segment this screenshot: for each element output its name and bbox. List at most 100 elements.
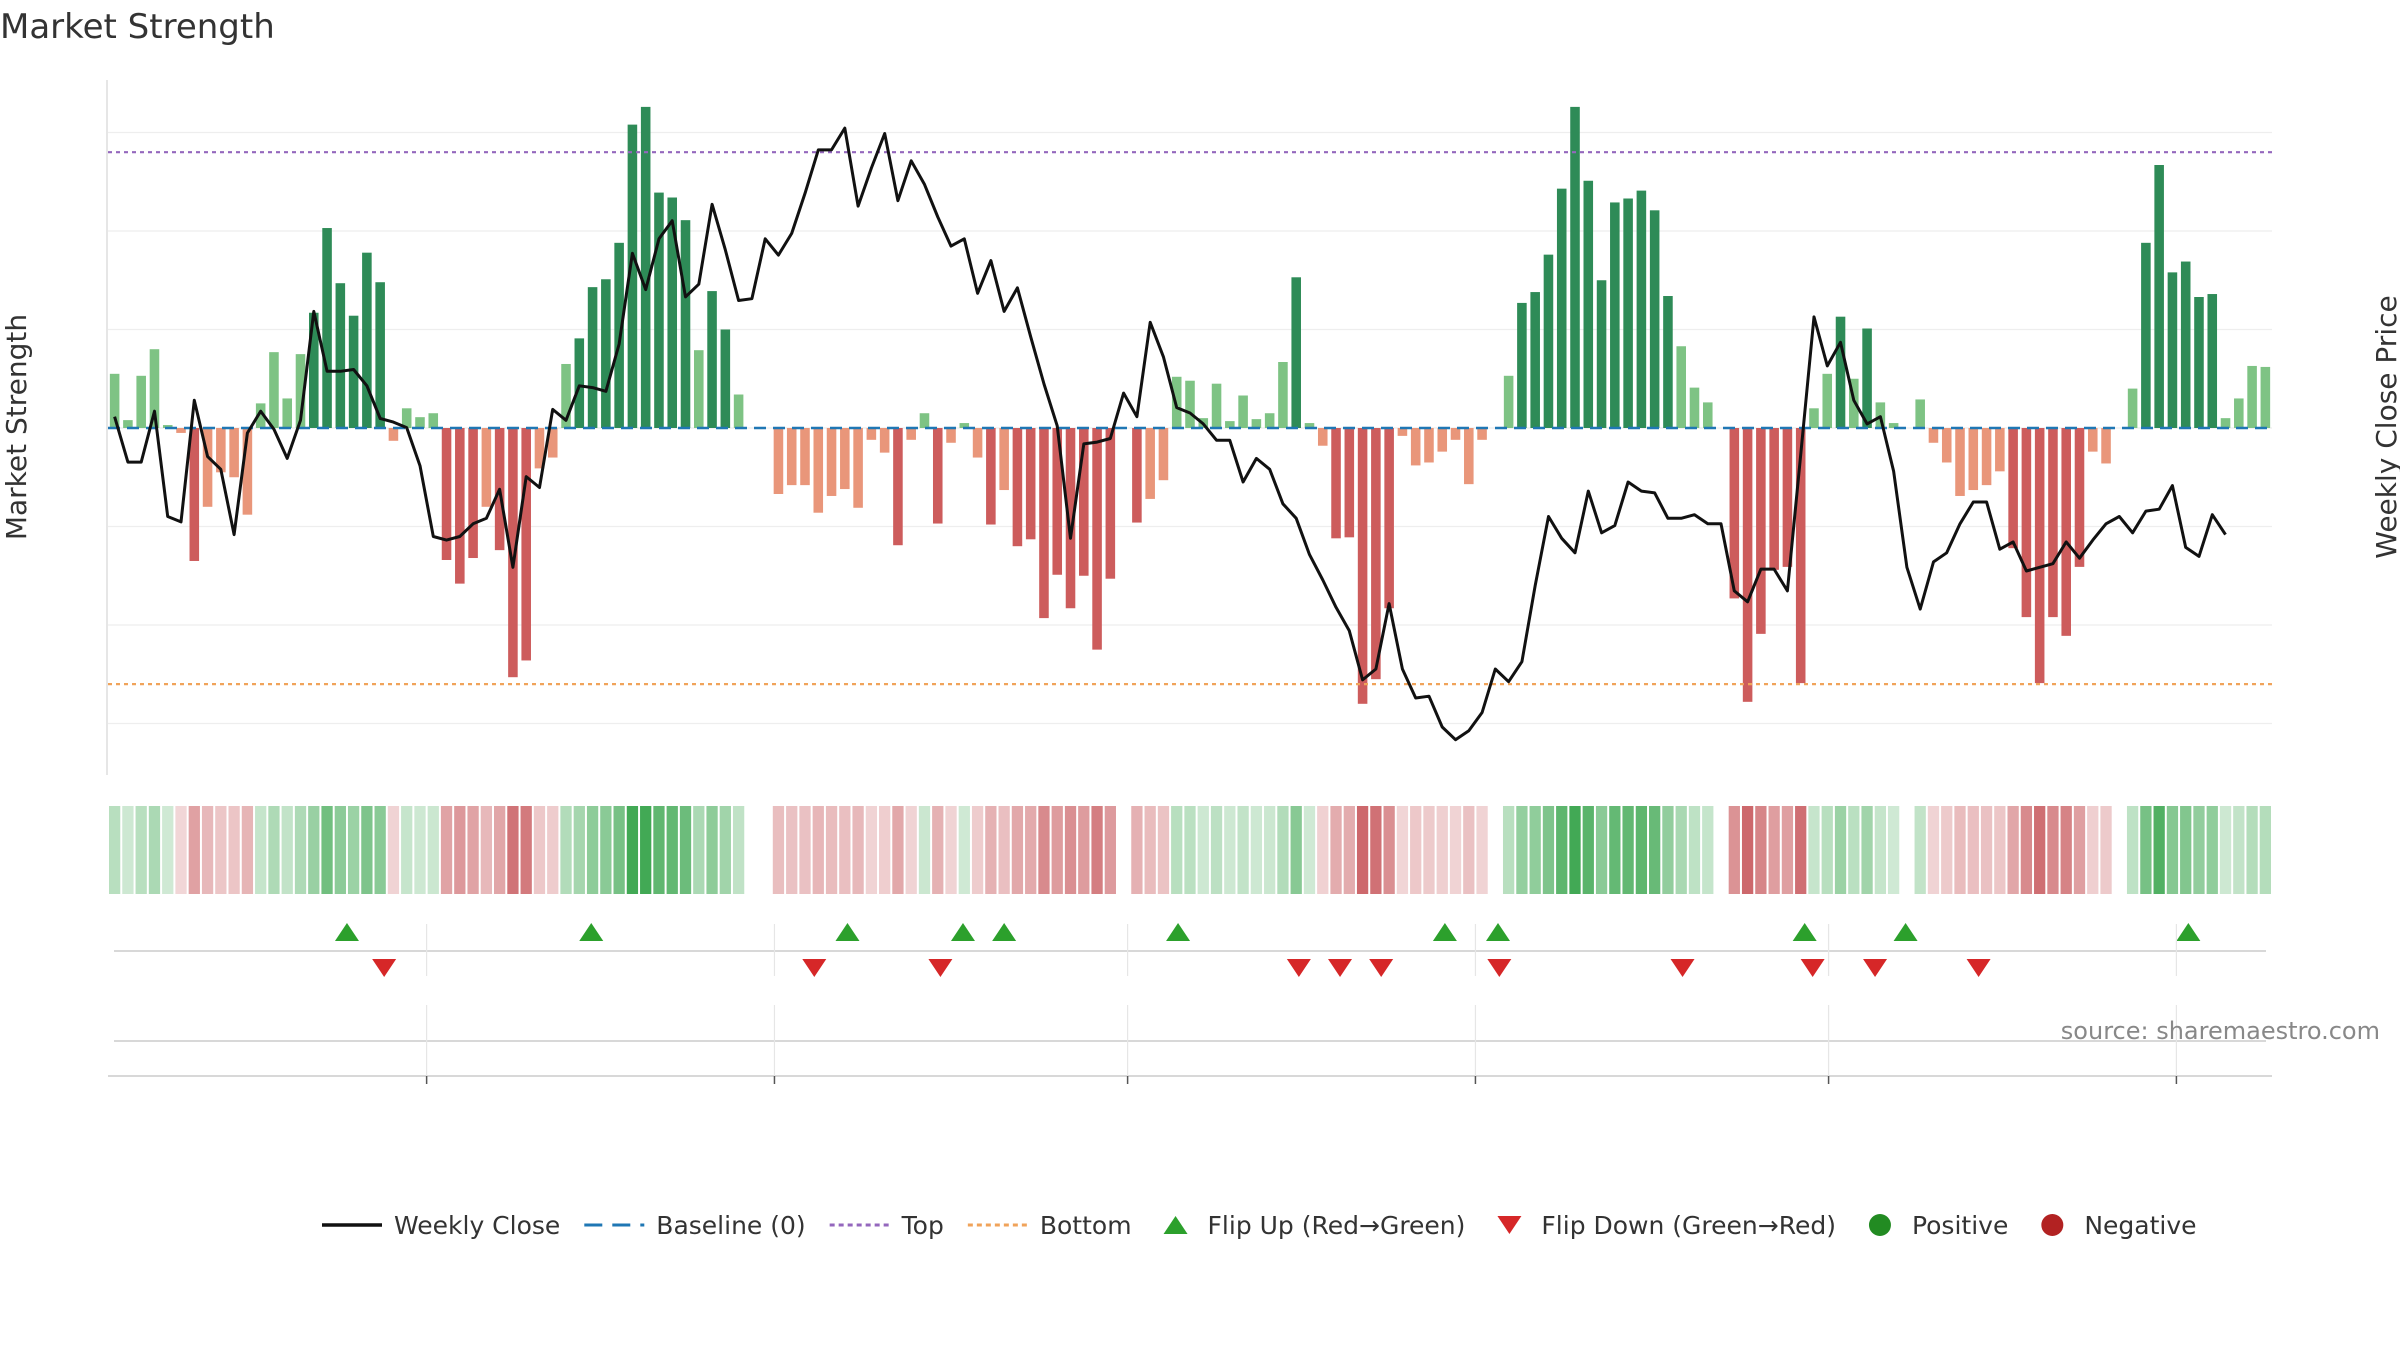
heat-cell-40 bbox=[640, 806, 652, 894]
flip-up-marker-10 bbox=[2176, 923, 2201, 941]
legend-label-1: Baseline (0) bbox=[656, 1211, 805, 1240]
heat-cell-15 bbox=[308, 806, 320, 894]
heat-cell-141 bbox=[1980, 806, 1993, 894]
strength-bar-7 bbox=[202, 428, 213, 507]
heat-cell-38 bbox=[613, 806, 625, 894]
strength-bar-68 bbox=[1012, 428, 1023, 547]
heat-cell-155 bbox=[2166, 806, 2179, 894]
flip-up-marker-9 bbox=[1893, 923, 1918, 941]
strength-bar-25 bbox=[441, 428, 452, 560]
heat-cell-82 bbox=[1197, 806, 1209, 894]
heat-cell-78 bbox=[1144, 806, 1156, 894]
legend-item-3: Bottom bbox=[967, 1211, 1132, 1240]
strength-bar-5 bbox=[176, 428, 186, 433]
strength-bar-115 bbox=[1636, 190, 1647, 428]
heat-cell-83 bbox=[1210, 806, 1223, 894]
flip-down-marker-10 bbox=[1966, 959, 1991, 977]
flip-down-marker-1 bbox=[928, 959, 953, 977]
strength-bar-15 bbox=[309, 312, 319, 428]
strength-bar-112 bbox=[1596, 280, 1607, 428]
flip-up-marker-3 bbox=[1432, 923, 1457, 941]
heat-cell-77 bbox=[1131, 806, 1143, 894]
heat-cell-150 bbox=[2100, 806, 2112, 894]
heat-cell-48 bbox=[746, 806, 758, 894]
heat-cell-102 bbox=[1463, 806, 1475, 894]
strength-bar-132 bbox=[1862, 328, 1872, 428]
strength-bar-145 bbox=[2034, 428, 2045, 684]
strength-bar-116 bbox=[1649, 210, 1660, 428]
strength-bar-139 bbox=[1955, 428, 1965, 496]
strength-bar-23 bbox=[415, 417, 425, 429]
heat-cell-89 bbox=[1290, 806, 1302, 894]
heat-cell-47 bbox=[732, 806, 745, 894]
strength-bar-53 bbox=[813, 428, 824, 513]
heat-cell-65 bbox=[971, 806, 984, 894]
strength-bar-54 bbox=[826, 428, 837, 496]
heat-cell-119 bbox=[1688, 806, 1701, 894]
heat-cell-81 bbox=[1184, 806, 1196, 894]
heat-cell-75 bbox=[1104, 806, 1116, 894]
strength-bar-42 bbox=[667, 197, 678, 428]
strength-bar-105 bbox=[1503, 375, 1514, 428]
weekly-close-polyline bbox=[113, 126, 2227, 742]
heat-cell-22 bbox=[401, 806, 413, 894]
strength-bar-13 bbox=[282, 398, 293, 428]
heat-cell-95 bbox=[1370, 806, 1382, 894]
heat-cell-90 bbox=[1303, 806, 1316, 894]
strength-bar-83 bbox=[1211, 383, 1222, 428]
strength-bar-91 bbox=[1317, 428, 1328, 446]
legend-swatch-7 bbox=[2041, 1214, 2064, 1236]
heat-cell-76 bbox=[1117, 806, 1130, 894]
heat-cell-37 bbox=[600, 806, 612, 894]
strength-bar-92 bbox=[1331, 428, 1341, 539]
strength-bar-142 bbox=[1995, 428, 2005, 472]
legend: Weekly Close Baseline (0) Top Bottom Flip Up… bbox=[322, 1211, 2197, 1240]
strength-bar-146 bbox=[2048, 428, 2058, 618]
strength-bar-12 bbox=[269, 352, 279, 428]
strength-bar-133 bbox=[1875, 402, 1886, 428]
heat-cell-117 bbox=[1662, 806, 1674, 894]
flip-markers bbox=[114, 923, 2266, 977]
strength-bar-57 bbox=[866, 428, 877, 440]
heat-cell-107 bbox=[1529, 806, 1541, 894]
strength-bar-131 bbox=[1849, 378, 1859, 428]
strength-bar-86 bbox=[1251, 419, 1262, 428]
strength-bar-41 bbox=[654, 192, 664, 428]
heat-cell-21 bbox=[387, 806, 400, 894]
heat-cell-123 bbox=[1741, 806, 1754, 894]
strength-bar-117 bbox=[1663, 296, 1673, 428]
strength-bar-73 bbox=[1079, 428, 1089, 576]
heat-cell-152 bbox=[2126, 806, 2139, 894]
strength-bar-98 bbox=[1410, 428, 1421, 466]
strength-bar-69 bbox=[1025, 428, 1036, 540]
heat-cell-91 bbox=[1317, 806, 1329, 894]
strength-bar-144 bbox=[2021, 428, 2032, 618]
heat-cell-0 bbox=[109, 806, 121, 894]
strength-bar-85 bbox=[1238, 395, 1248, 428]
heat-cell-9 bbox=[228, 806, 240, 894]
strength-bar-87 bbox=[1264, 413, 1275, 428]
heat-cell-25 bbox=[440, 806, 453, 894]
strength-bar-27 bbox=[468, 428, 478, 559]
heat-cell-79 bbox=[1157, 806, 1170, 894]
strength-bar-75 bbox=[1105, 428, 1116, 579]
strength-bar-158 bbox=[2207, 294, 2218, 428]
strength-bar-19 bbox=[362, 252, 372, 428]
strength-bar-60 bbox=[906, 428, 916, 440]
heat-cell-125 bbox=[1768, 806, 1780, 894]
heat-cell-64 bbox=[958, 806, 970, 894]
heat-cell-23 bbox=[414, 806, 426, 894]
heat-cell-72 bbox=[1064, 806, 1077, 894]
heat-cell-13 bbox=[281, 806, 293, 894]
strength-bar-97 bbox=[1397, 428, 1408, 436]
heat-cell-66 bbox=[985, 806, 997, 894]
heat-cell-114 bbox=[1622, 806, 1634, 894]
heat-cell-94 bbox=[1356, 806, 1369, 894]
heat-cell-63 bbox=[945, 806, 957, 894]
strength-bar-34 bbox=[561, 363, 571, 428]
heat-cell-52 bbox=[799, 806, 811, 894]
heat-cell-93 bbox=[1343, 806, 1355, 894]
strength-bar-99 bbox=[1424, 428, 1434, 463]
heat-cell-121 bbox=[1715, 806, 1727, 894]
